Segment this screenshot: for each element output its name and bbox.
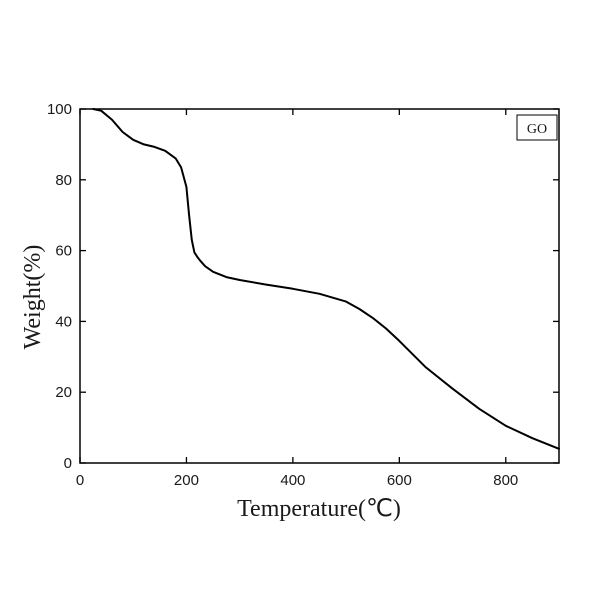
legend: GO	[516, 114, 558, 141]
x-tick-label: 600	[387, 472, 412, 489]
x-tick-label: 400	[280, 472, 305, 489]
y-tick-label: 0	[64, 455, 72, 472]
axis-ticks	[79, 108, 559, 464]
x-tick-label: 200	[174, 472, 199, 489]
y-axis-title: Weight(%)	[20, 245, 46, 350]
y-tick-label: 20	[55, 384, 72, 401]
y-tick-label: 100	[47, 101, 72, 118]
legend-label-go: GO	[527, 122, 547, 137]
plot-frame	[79, 108, 560, 464]
x-axis-title: Temperature(℃)	[237, 496, 401, 522]
legend-box	[516, 114, 558, 141]
series-line-go	[92, 108, 560, 450]
y-tick-label: 40	[55, 313, 72, 330]
y-tick-label: 80	[55, 172, 72, 189]
axis-tick-labels: 0 200 400 600 800 0 20 40 60 80 100	[47, 101, 518, 489]
series-layer	[92, 108, 560, 450]
y-tick-label: 60	[55, 243, 72, 260]
x-tick-label: 0	[76, 472, 84, 489]
x-tick-label: 800	[493, 472, 518, 489]
